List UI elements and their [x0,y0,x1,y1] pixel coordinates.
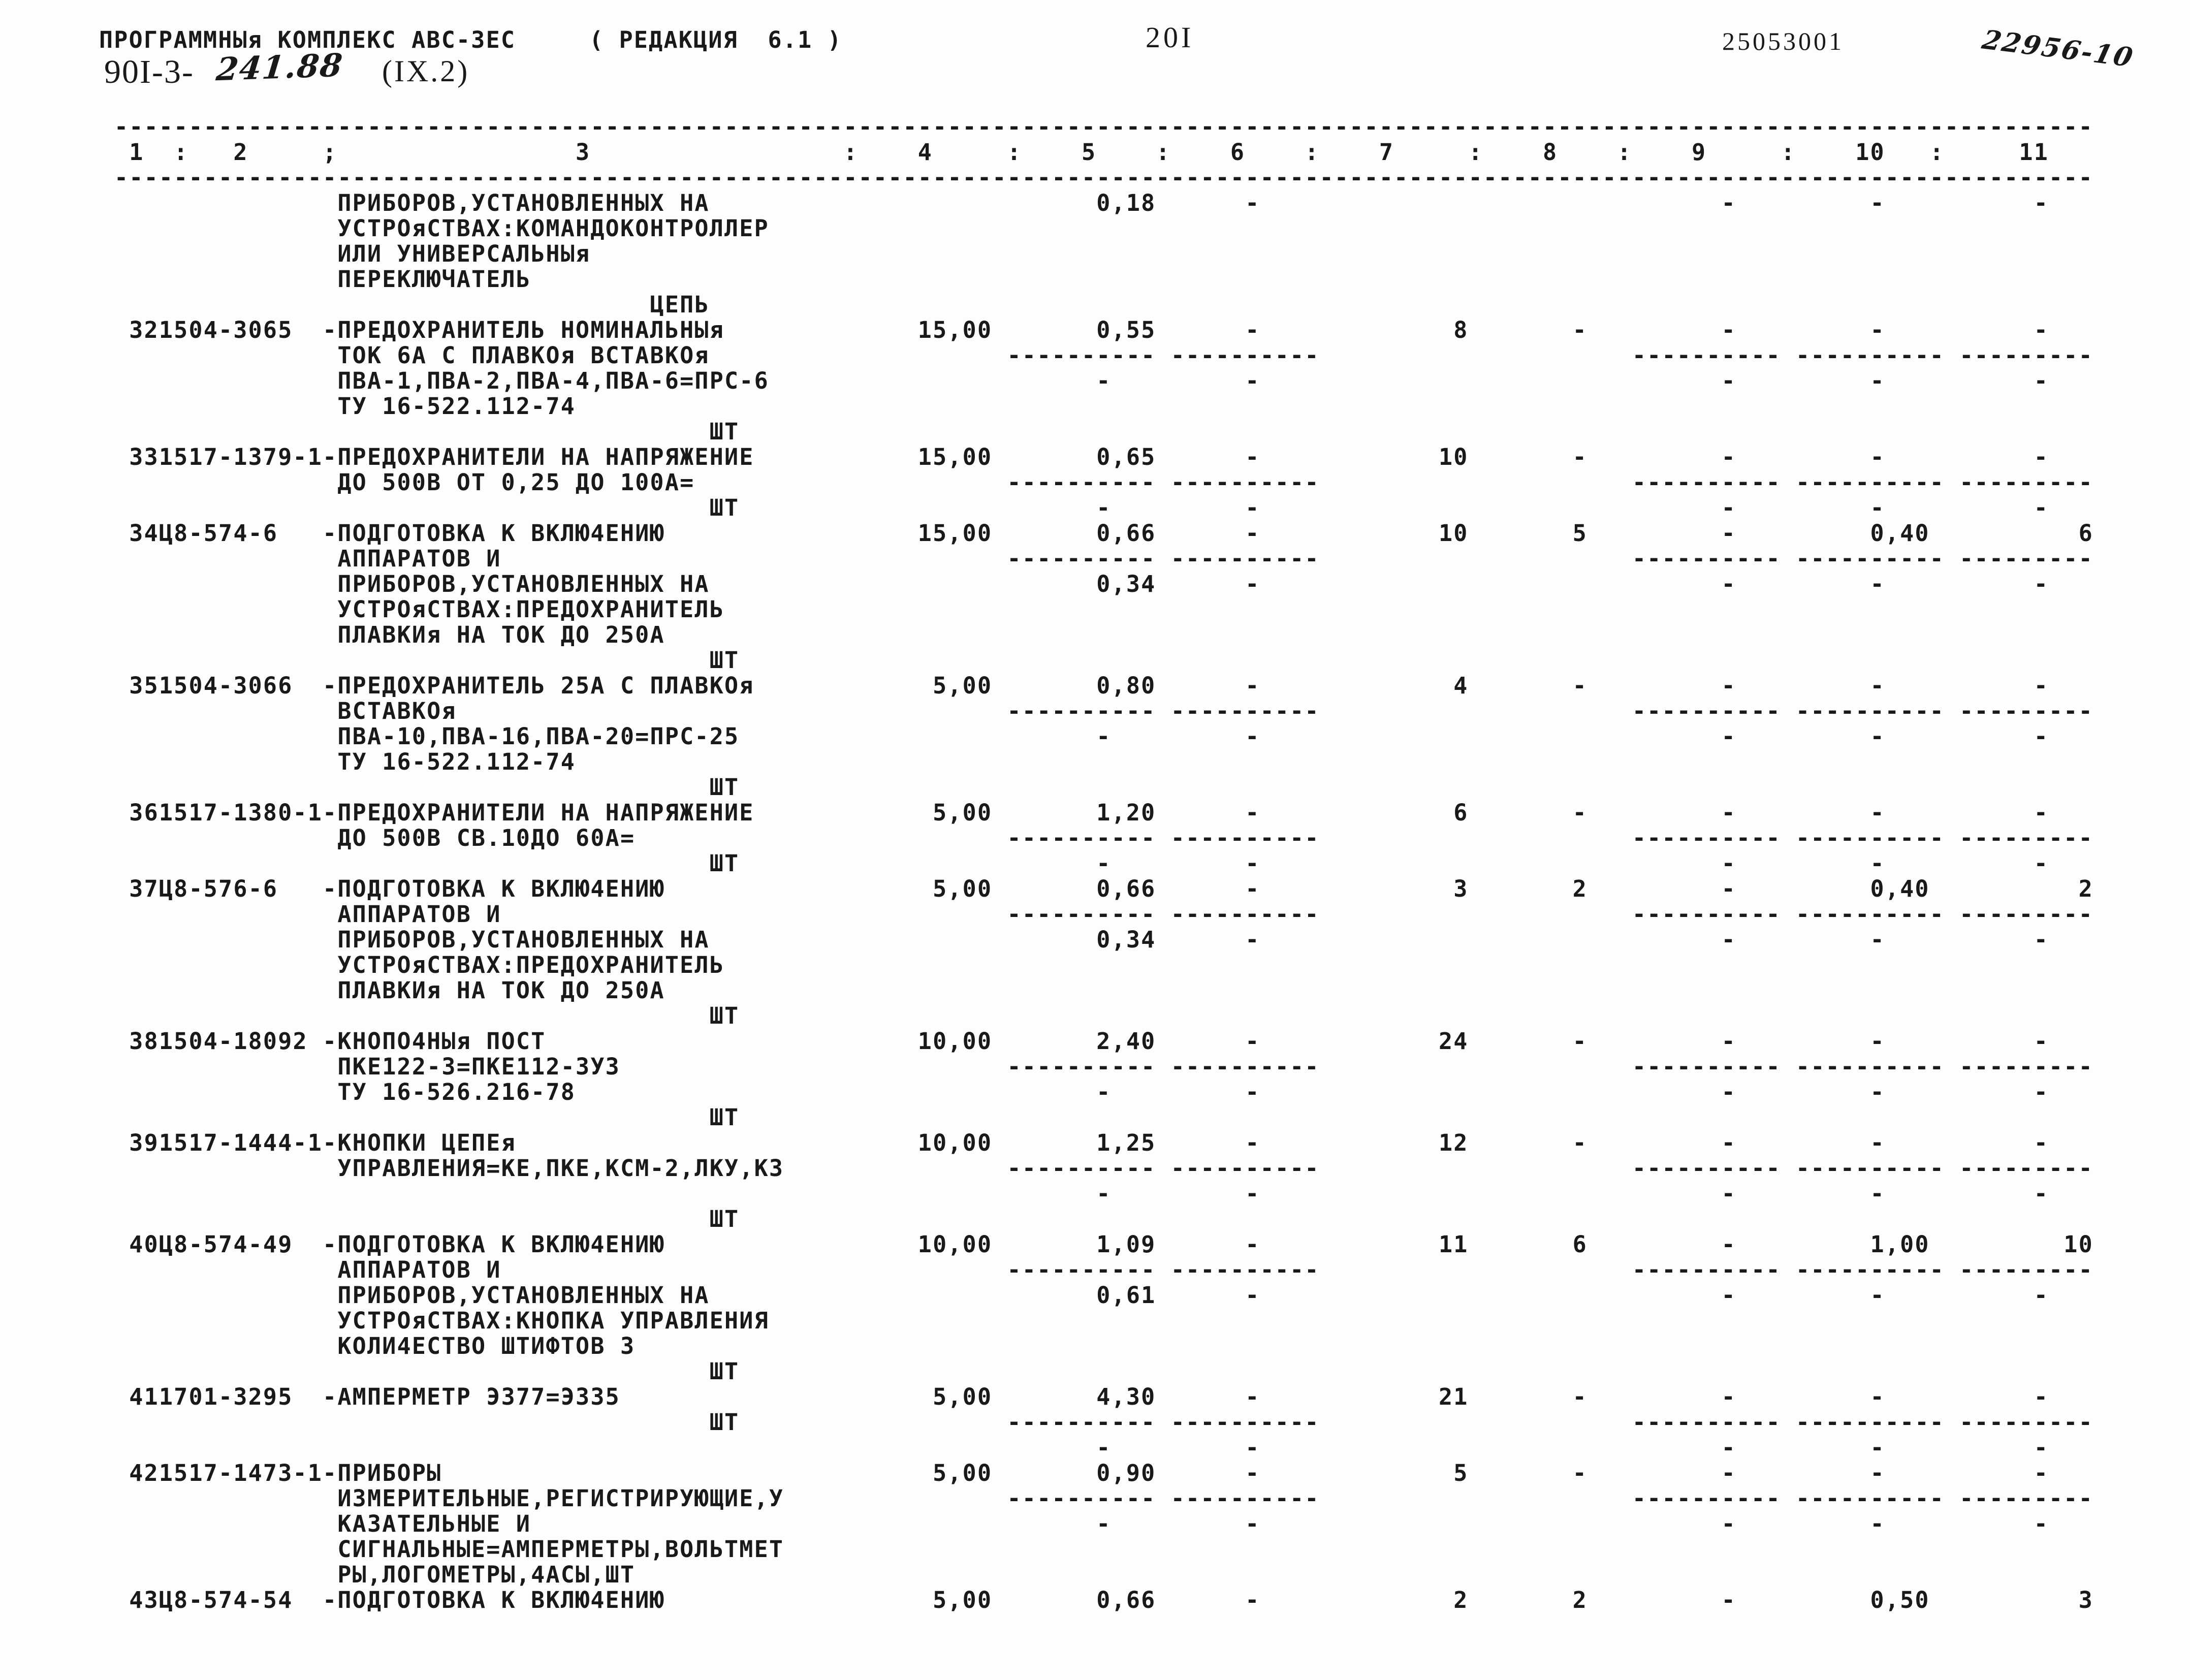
item-32-line-1: ТОК 6А С ПЛАВКОя ВСТАВКОя ---------- ---… [114,342,2093,369]
carryover-line-1: УСТРОяСТВАХ:КОМАНДОКОНТРОЛЛЕР [114,215,2093,242]
item-34-line-4: ПЛАВКИя НА ТОК ДО 250А [114,621,2093,648]
grid-separator-bottom: ----------------------------------------… [114,164,2093,191]
item-39-line-2: - - - - - [114,1180,2093,1207]
page-number: 20I [1146,21,1194,54]
item-37-line-2: ПРИБОРОВ,УСТАНОВЛЕННЫХ НА 0,34 - - - - [114,926,2093,953]
item-40-line-5: ШТ [114,1358,2093,1385]
item-40-line-3: УСТРОяСТВАХ:КНОПКА УПРАВЛЕНИЯ [114,1307,2093,1334]
item-36-line-1: ДО 500В СВ.10ДО 60А= ---------- --------… [114,825,2093,851]
item-42-line-1: ИЗМЕРИТЕЛЬНЫЕ,РЕГИСТРИРУЮЩИЕ,У ---------… [114,1485,2093,1512]
item-34-line-2: ПРИБОРОВ,УСТАНОВЛЕННЫХ НА 0,34 - - - - [114,570,2093,597]
item-42-line-2: КАЗАТЕЛЬНЫЕ И - - - - - [114,1510,2093,1537]
item-38-line-1: ПКЕ122-3=ПКЕ112-3У3 ---------- ---------… [114,1053,2093,1080]
carryover-unit-line: ЦЕПЬ [114,291,2093,318]
item-41-line-0: 411701-3295 -АМПЕРМЕТР Э377=Э335 5,00 4,… [114,1383,2093,1410]
item-39-line-0: 391517-1444-1-КНОПКИ ЦЕПЕя 10,00 1,25 - … [114,1129,2093,1156]
item-32-line-3: ТУ 16-522.112-74 [114,393,2093,420]
item-40-line-1: АППАРАТОВ И ---------- ---------- ------… [114,1256,2093,1283]
item-36-line-2: ШТ - - - - - [114,850,2093,877]
item-39-line-1: УПРАВЛЕНИЯ=КЕ,ПКЕ,КСМ-2,ЛКУ,КЗ ---------… [114,1155,2093,1182]
item-33-line-2: ШТ - - - - - [114,494,2093,521]
item-33-line-1: ДО 500В ОТ 0,25 ДО 100А= ---------- ----… [114,469,2093,496]
item-32-line-4: ШТ [114,418,2093,445]
item-40-line-4: КОЛИ4ЕСТВО ШТИФТОВ 3 [114,1333,2093,1359]
item-33-line-0: 331517-1379-1-ПРЕДОХРАНИТЕЛИ НА НАПРЯЖЕН… [114,443,2093,470]
item-42-line-4: РЫ,ЛОГОМЕТРЫ,4АСЫ,ШТ [114,1561,2093,1588]
handwritten-top-right-mark: 22956-10 [1979,24,2137,74]
carryover-line-0: ПРИБОРОВ,УСТАНОВЛЕННЫХ НА 0,18 - - - - [114,189,2093,216]
item-37-line-3: УСТРОяСТВАХ:ПРЕДОХРАНИТЕЛЬ [114,952,2093,978]
item-35-line-2: ПВА-10,ПВА-16,ПВА-20=ПРС-25 - - - - - [114,723,2093,750]
carryover-line-3: ПЕРЕКЛЮЧАТЕЛЬ [114,266,2093,293]
carryover-line-2: ИЛИ УНИВЕРСАЛЬНЫя [114,240,2093,267]
item-37-line-0: 37Ц8-576-6 -ПОДГОТОВКА К ВКЛЮ4ЕНИЮ 5,00 … [114,875,2093,902]
doc-number-prefix: 90I-3- [104,53,194,90]
item-38-line-0: 381504-18092 -КНОПО4НЫя ПОСТ 10,00 2,40 … [114,1028,2093,1055]
item-38-line-2: ТУ 16-526.216-78 - - - - - [114,1079,2093,1105]
item-34-line-1: АППАРАТОВ И ---------- ---------- ------… [114,545,2093,572]
item-34-line-3: УСТРОяСТВАХ:ПРЕДОХРАНИТЕЛЬ [114,596,2093,623]
item-43-line-0: 43Ц8-574-54 -ПОДГОТОВКА К ВКЛЮ4ЕНИЮ 5,00… [114,1587,2093,1613]
item-42-line-0: 421517-1473-1-ПРИБОРЫ 5,00 0,90 - 5 - - … [114,1460,2093,1486]
doc-number-handwritten: 241.88 [214,46,345,88]
item-36-line-0: 361517-1380-1-ПРЕДОХРАНИТЕЛИ НА НАПРЯЖЕН… [114,799,2093,826]
item-34-line-5: ШТ [114,647,2093,674]
item-35-line-3: ТУ 16-522.112-74 [114,748,2093,775]
header-right-code: 25053001 [1722,27,1844,55]
program-title: ПРОГРАММНЫя КОМПЛЕКС АВС-3ЕС [99,26,516,53]
item-40-line-2: ПРИБОРОВ,УСТАНОВЛЕННЫХ НА 0,61 - - - - [114,1282,2093,1309]
item-37-line-1: АППАРАТОВ И ---------- ---------- ------… [114,901,2093,928]
item-37-line-5: ШТ [114,1002,2093,1029]
item-39-line-3: ШТ [114,1206,2093,1232]
item-32-line-2: ПВА-1,ПВА-2,ПВА-4,ПВА-6=ПРС-6 - - - - - [114,367,2093,394]
column-ruler: 1 : 2 ; 3 : 4 : 5 : 6 : 7 : 8 : 9 : 10 :… [114,139,2093,166]
grid-separator-top: ----------------------------------------… [114,113,2093,140]
item-42-line-3: СИГНАЛЬНЫЕ=АМПЕРМЕТРЫ,ВОЛЬТМЕТ [114,1536,2093,1563]
item-40-line-0: 40Ц8-574-49 -ПОДГОТОВКА К ВКЛЮ4ЕНИЮ 10,0… [114,1231,2093,1258]
program-edition: ( РЕДАКЦИЯ 6.1 ) [589,26,842,53]
item-35-line-1: ВСТАВКОя ---------- ---------- ---------… [114,698,2093,724]
item-32-line-0: 321504-3065 -ПРЕДОХРАНИТЕЛЬ НОМИНАЛЬНЫя … [114,316,2093,343]
item-41-line-1: ШТ ---------- ---------- ---------- ----… [114,1409,2093,1436]
item-41-line-2: - - - - - [114,1434,2093,1461]
item-37-line-4: ПЛАВКИя НА ТОК ДО 250А [114,977,2093,1004]
item-38-line-3: ШТ [114,1104,2093,1131]
item-35-line-0: 351504-3066 -ПРЕДОХРАНИТЕЛЬ 25А С ПЛАВКО… [114,672,2093,699]
doc-section-number: (IX.2) [382,54,470,88]
item-35-line-4: ШТ [114,774,2093,801]
item-34-line-0: 34Ц8-574-6 -ПОДГОТОВКА К ВКЛЮ4ЕНИЮ 15,00… [114,520,2093,547]
